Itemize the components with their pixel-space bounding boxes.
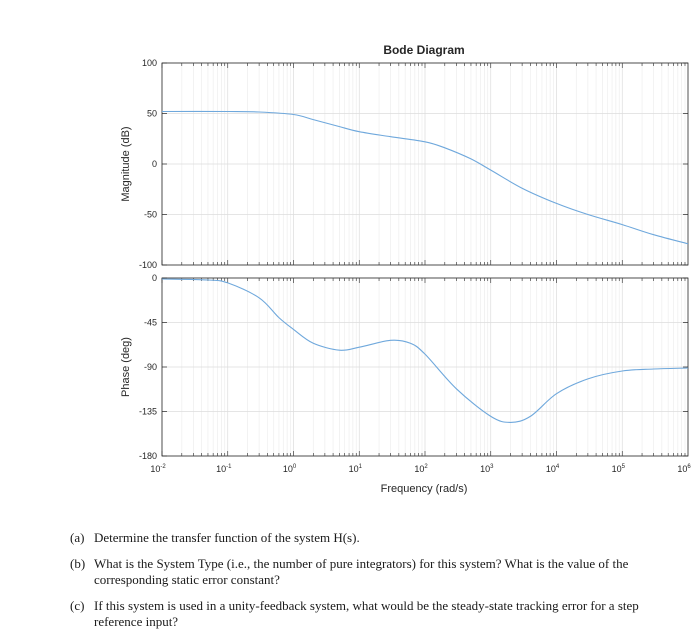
magnitude-y-tick-label: 50 (147, 109, 157, 119)
question-label: (a) (70, 530, 85, 545)
question-label: (c) (70, 598, 85, 613)
magnitude-y-tick-label: 100 (142, 58, 157, 68)
phase-series (161, 278, 689, 423)
phase-curve (161, 278, 689, 423)
frequency-x-tick-label: 10-1 (216, 464, 232, 474)
magnitude-y-label: Magnitude (dB) (120, 126, 132, 201)
question-text: What is the System Type (i.e., the numbe… (94, 556, 629, 587)
question-item: (b) What is the System Type (i.e., the nu… (70, 556, 680, 588)
frequency-x-tick-label: 10-2 (150, 464, 166, 474)
question-list: (a) Determine the transfer function of th… (70, 530, 680, 640)
phase-y-tick-label: -180 (139, 451, 157, 461)
phase-y-tick-label: -90 (144, 362, 157, 372)
phase-y-tick-label: -135 (139, 407, 157, 417)
question-text: If this system is used in a unity-feedba… (94, 598, 639, 629)
question-item: (a) Determine the transfer function of th… (70, 530, 680, 546)
phase-plot: 0 -45 -90 -135 -180 Phase (deg) (120, 273, 689, 461)
magnitude-y-ticks: 100 50 0 -50 -100 (139, 58, 688, 270)
frequency-x-tick-label: 100 (283, 464, 297, 474)
magnitude-grid (161, 62, 688, 266)
frequency-x-tick-label: 104 (546, 464, 560, 474)
phase-grid (161, 277, 688, 457)
question-text: Determine the transfer function of the s… (94, 530, 360, 545)
phase-y-label: Phase (deg) (120, 337, 132, 397)
magnitude-curve (161, 110, 689, 245)
frequency-x-tick-label: 105 (612, 464, 626, 474)
frequency-x-tick-label: 103 (480, 464, 494, 474)
question-label: (b) (70, 556, 86, 571)
question-item: (c) If this system is used in a unity-fee… (70, 598, 680, 630)
phase-y-tick-label: 0 (152, 273, 157, 283)
phase-y-ticks: 0 -45 -90 -135 -180 (139, 273, 688, 461)
frequency-x-tick-label: 102 (414, 464, 428, 474)
magnitude-series (161, 110, 689, 245)
magnitude-y-tick-label: -100 (139, 260, 157, 270)
frequency-x-label: Frequency (rad/s) (381, 483, 468, 495)
frequency-x-tick-label: 106 (677, 464, 691, 474)
magnitude-y-tick-label: -50 (144, 210, 157, 220)
magnitude-plot: 100 50 0 -50 -100 Magnitude (dB) (120, 58, 689, 270)
bode-diagram: Bode Diagram 100 50 0 -50 -100 Magnitude (dB… (120, 43, 691, 495)
magnitude-y-tick-label: 0 (152, 159, 157, 169)
frequency-x-tick-label: 101 (349, 464, 363, 474)
frequency-x-ticks: 10-2 10-1 100 101 102 103 104 105 106 (150, 464, 691, 474)
chart-title: Bode Diagram (383, 43, 464, 57)
phase-y-tick-label: -45 (144, 318, 157, 328)
